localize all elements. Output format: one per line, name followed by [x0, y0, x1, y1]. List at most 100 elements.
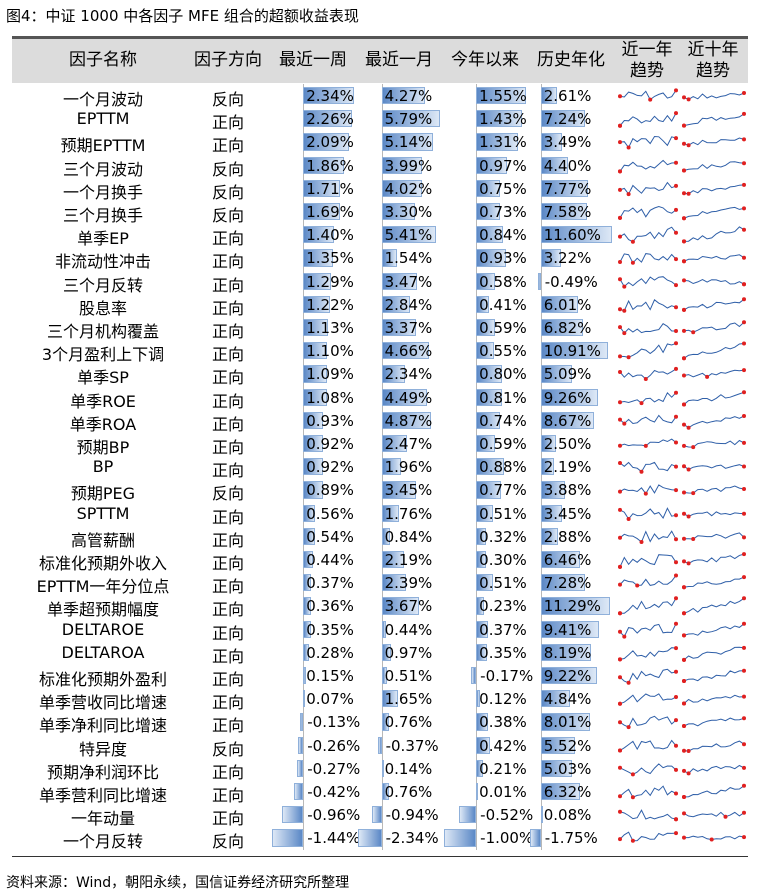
value-ytd: 0.23% [479, 597, 527, 616]
factor-name: 单季ROA [69, 414, 137, 434]
sparkline-1y [618, 275, 678, 289]
value-month: 4.66% [384, 342, 433, 361]
value-ytd: 0.81% [479, 388, 527, 407]
factor-direction: 正向 [211, 252, 244, 272]
sparkline-point [682, 811, 686, 816]
sparkline-point [742, 389, 746, 394]
sparkline-point [626, 516, 631, 521]
sparkline-point [618, 123, 622, 128]
header-direction: 因子方向 [194, 50, 262, 70]
factor-direction: 正向 [211, 414, 244, 434]
factor-direction: 正向 [211, 600, 244, 620]
bar-month [372, 806, 382, 824]
factor-name: 单季营利同比增速 [38, 786, 167, 805]
value-annualized: 5.03% [543, 759, 592, 778]
factor-direction: 反向 [211, 182, 244, 202]
value-annualized: 8.19% [543, 643, 592, 662]
sparkline-point [618, 94, 622, 99]
bar-ytd [476, 87, 526, 105]
bar-ytd [476, 156, 508, 174]
value-month: 4.49% [384, 388, 433, 407]
factor-direction: 正向 [211, 623, 244, 643]
sparkline-point [674, 257, 678, 262]
sparkline-point [635, 583, 640, 588]
value-month: 0.51% [384, 667, 433, 685]
factor-name: 股息率 [78, 298, 127, 318]
bar-ytd [476, 783, 479, 801]
bar-annualized [540, 759, 572, 777]
bar-annualized [530, 829, 541, 847]
sparkline-point [618, 675, 622, 680]
sparkline-point [686, 467, 691, 472]
value-ytd: 1.31% [479, 133, 527, 152]
value-annualized: -1.75% [544, 829, 598, 848]
bar-month [381, 319, 416, 337]
sparkline-point [742, 575, 746, 580]
value-ytd: 0.97% [479, 156, 527, 175]
sparkline-10y [682, 341, 746, 361]
value-week: 0.15% [306, 667, 354, 685]
sparkline-point [626, 145, 631, 150]
sparkline-point [742, 487, 746, 492]
value-ytd: 0.12% [479, 690, 527, 709]
sparkline-10y [682, 277, 746, 286]
bar-ytd [476, 365, 502, 383]
sparkline-point [622, 634, 627, 639]
factor-name: 非流动性冲击 [54, 252, 151, 272]
sparkline-10y [682, 160, 746, 173]
sparkline-point [682, 724, 686, 729]
value-week: 0.44% [306, 551, 354, 569]
sparkline-10y [682, 206, 746, 221]
value-annualized: 2.50% [543, 435, 592, 453]
factor-direction: 反向 [211, 739, 244, 759]
value-ytd: 0.84% [479, 226, 527, 245]
sparkline-point [682, 123, 686, 128]
sparkline-point [682, 402, 686, 407]
sparkline-10y [682, 112, 746, 128]
bar-annualized [540, 713, 590, 731]
sparkline-1y [618, 461, 678, 474]
sparkline-point [618, 629, 622, 634]
sparkline-point [622, 284, 627, 289]
bar-ytd [476, 435, 496, 453]
bar-annualized [540, 411, 594, 429]
factor-name: 单季EP [77, 229, 129, 249]
value-week: 1.40% [306, 226, 354, 245]
factor-name: 3个月盈利上下调 [41, 345, 165, 365]
bar-month [381, 156, 422, 174]
value-ytd: -0.17% [480, 667, 534, 685]
value-week: 0.07% [306, 690, 354, 709]
sparkline-10y [682, 645, 746, 662]
value-annualized: 7.77% [543, 179, 592, 198]
value-ytd: 0.37% [479, 620, 527, 639]
factor-name: 预期净利润环比 [46, 762, 159, 782]
sparkline-point [742, 596, 746, 601]
sparkline-point [742, 112, 746, 117]
value-week: 0.36% [306, 597, 354, 616]
value-month: 0.14% [384, 759, 433, 778]
factor-direction: 正向 [211, 136, 244, 156]
bar-month [381, 667, 387, 685]
sparkline-point [618, 582, 622, 587]
sparkline-point [643, 491, 648, 496]
value-month: 0.84% [384, 527, 433, 546]
sparkline-1y [618, 181, 678, 196]
value-annualized: 7.28% [543, 574, 592, 593]
sparkline-point [682, 679, 686, 683]
value-week: 1.10% [306, 342, 354, 361]
value-ytd: 0.75% [479, 179, 527, 198]
sparkline-point [682, 464, 686, 469]
sparkline-1y [618, 716, 678, 730]
sparkline-1y [618, 809, 678, 822]
sparkline-point [742, 413, 746, 418]
bar-week [303, 272, 332, 290]
factor-name: 预期PEG [70, 484, 136, 504]
value-ytd: 0.58% [479, 272, 527, 291]
value-week: 1.69% [306, 203, 354, 221]
bar-annualized [540, 527, 559, 545]
sparkline-point [682, 259, 686, 264]
value-ytd: 0.59% [479, 435, 527, 453]
sparkline-point [742, 835, 746, 840]
sparkline-point [630, 839, 635, 844]
sparkline-point [682, 585, 686, 590]
